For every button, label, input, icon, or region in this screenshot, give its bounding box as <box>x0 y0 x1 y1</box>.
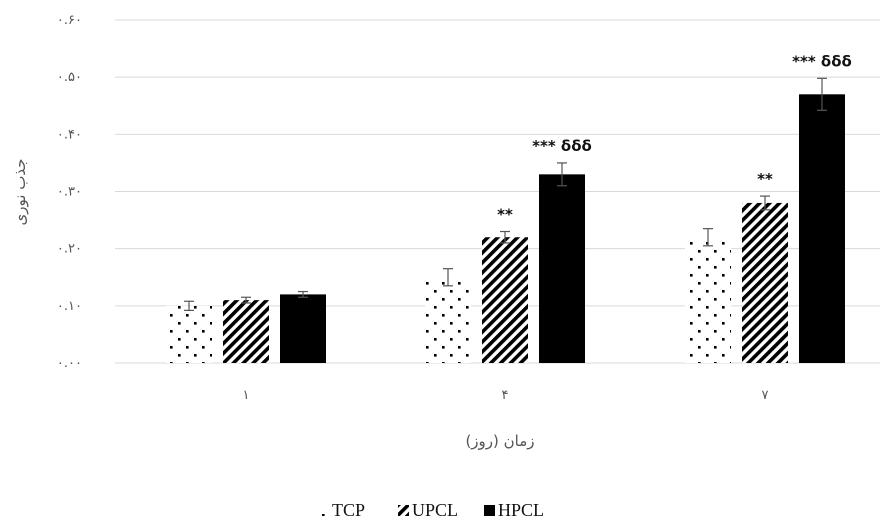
significance-label: *** δδδ <box>792 52 852 70</box>
significance-label: ** <box>757 170 773 188</box>
x-tick-label: ۴ <box>502 388 509 403</box>
significance-label: *** δδδ <box>532 137 592 155</box>
legend-item-tcp: TCP <box>318 500 365 520</box>
legend-item-hpcl: HPCL <box>484 500 544 520</box>
bar-tcp <box>685 237 731 363</box>
y-tick-label: ۰.۳۰ <box>57 185 82 200</box>
y-tick-label: ۰.۴۰ <box>57 127 82 142</box>
error-bars <box>184 77 827 312</box>
y-axis-ticks: ۰.۰۰ ۰.۱۰ ۰.۲۰ ۰.۳۰ ۰.۴۰ ۰.۵۰ ۰.۶۰ <box>57 13 82 371</box>
error-bar <box>443 268 453 287</box>
legend-label: TCP <box>332 500 365 520</box>
legend-label: HPCL <box>498 500 544 520</box>
legend-item-upcl: UPCL <box>398 500 458 520</box>
significance-annotations: ** *** δδδ ** *** δδδ <box>497 52 852 223</box>
bars <box>166 94 845 364</box>
bar-upcl <box>223 300 269 363</box>
error-bar <box>184 300 194 312</box>
error-bar <box>241 296 251 304</box>
bar-upcl <box>742 202 788 363</box>
error-bar <box>557 162 567 187</box>
bar-hpcl <box>280 294 326 363</box>
error-bar <box>703 228 713 247</box>
x-tick-label: ۷ <box>762 388 769 403</box>
y-tick-label: ۰.۰۰ <box>57 356 82 371</box>
legend-swatch <box>318 505 329 516</box>
error-bar <box>298 290 308 298</box>
x-tick-label: ۱ <box>243 388 250 403</box>
y-tick-label: ۰.۶۰ <box>57 13 82 28</box>
bar-tcp <box>166 305 212 363</box>
y-tick-label: ۰.۵۰ <box>57 70 82 85</box>
legend-label: UPCL <box>412 500 458 520</box>
bar-tcp <box>425 277 471 363</box>
error-bar <box>760 195 770 211</box>
x-axis-ticks: ۱ ۴ ۷ <box>243 388 769 403</box>
bar-upcl <box>482 237 528 363</box>
bar-hpcl <box>799 94 845 364</box>
legend-swatch <box>484 505 495 516</box>
y-axis-title: جذب نوری <box>11 159 29 226</box>
bar-hpcl <box>539 174 585 363</box>
legend: TCP UPCL HPCL <box>318 500 544 520</box>
x-axis-title: زمان (روز) <box>465 432 534 450</box>
y-tick-label: ۰.۲۰ <box>57 242 82 257</box>
legend-swatch <box>398 505 409 516</box>
error-bar <box>500 230 510 244</box>
y-tick-label: ۰.۱۰ <box>57 299 82 314</box>
error-bar <box>817 77 827 111</box>
significance-label: ** <box>497 206 513 224</box>
